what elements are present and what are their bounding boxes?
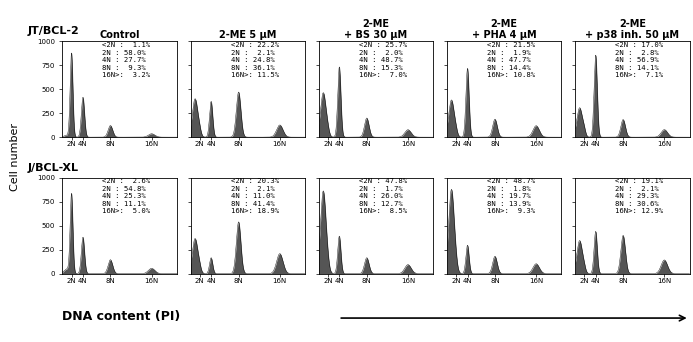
Text: <2N : 19.1%
2N :  2.1%
4N : 29.3%
8N : 30.6%
16N>: 12.9%: <2N : 19.1% 2N : 2.1% 4N : 29.3% 8N : 30… — [615, 179, 663, 214]
Text: <2N : 17.0%
2N :  2.8%
4N : 56.9%
8N : 14.1%
16N>:  7.1%: <2N : 17.0% 2N : 2.8% 4N : 56.9% 8N : 14… — [615, 42, 663, 78]
Text: <2N : 47.8%
2N :  1.7%
4N : 26.0%
8N : 12.7%
16N>:  8.5%: <2N : 47.8% 2N : 1.7% 4N : 26.0% 8N : 12… — [359, 179, 407, 214]
Title: 2-ME
+ PHA 4 μM: 2-ME + PHA 4 μM — [472, 19, 536, 40]
Text: <2N :  2.6%
2N : 54.8%
4N : 25.3%
8N : 11.1%
16N>:  5.0%: <2N : 2.6% 2N : 54.8% 4N : 25.3% 8N : 11… — [103, 179, 150, 214]
Title: Control: Control — [99, 30, 140, 40]
Text: <2N : 21.5%
2N :  1.9%
4N : 47.7%
8N : 14.4%
16N>: 10.8%: <2N : 21.5% 2N : 1.9% 4N : 47.7% 8N : 14… — [487, 42, 535, 78]
Text: J/BCL-XL: J/BCL-XL — [28, 163, 79, 173]
Text: DNA content (PI): DNA content (PI) — [62, 310, 181, 323]
Text: <2N : 20.3%
2N :  2.1%
4N : 11.0%
8N : 41.4%
16N>: 18.9%: <2N : 20.3% 2N : 2.1% 4N : 11.0% 8N : 41… — [231, 179, 279, 214]
Text: <2N : 22.2%
2N :  2.1%
4N : 24.8%
8N : 36.1%
16N>: 11.5%: <2N : 22.2% 2N : 2.1% 4N : 24.8% 8N : 36… — [231, 42, 279, 78]
Text: Cell number: Cell number — [10, 123, 20, 191]
Text: <2N : 25.7%
2N :  2.0%
4N : 48.7%
8N : 15.3%
16N>:  7.0%: <2N : 25.7% 2N : 2.0% 4N : 48.7% 8N : 15… — [359, 42, 407, 78]
Text: JT/BCL-2: JT/BCL-2 — [28, 26, 80, 36]
Text: <2N :  1.1%
2N : 58.0%
4N : 27.7%
8N :  9.3%
16N>:  3.2%: <2N : 1.1% 2N : 58.0% 4N : 27.7% 8N : 9.… — [103, 42, 150, 78]
Title: 2-ME
+ BS 30 μM: 2-ME + BS 30 μM — [344, 19, 407, 40]
Text: <2N : 48.7%
2N :  1.8%
4N : 19.7%
8N : 13.9%
16N>:  9.3%: <2N : 48.7% 2N : 1.8% 4N : 19.7% 8N : 13… — [487, 179, 535, 214]
Title: 2-ME
+ p38 inh. 50 μM: 2-ME + p38 inh. 50 μM — [586, 19, 679, 40]
Title: 2-ME 5 μM: 2-ME 5 μM — [219, 30, 277, 40]
